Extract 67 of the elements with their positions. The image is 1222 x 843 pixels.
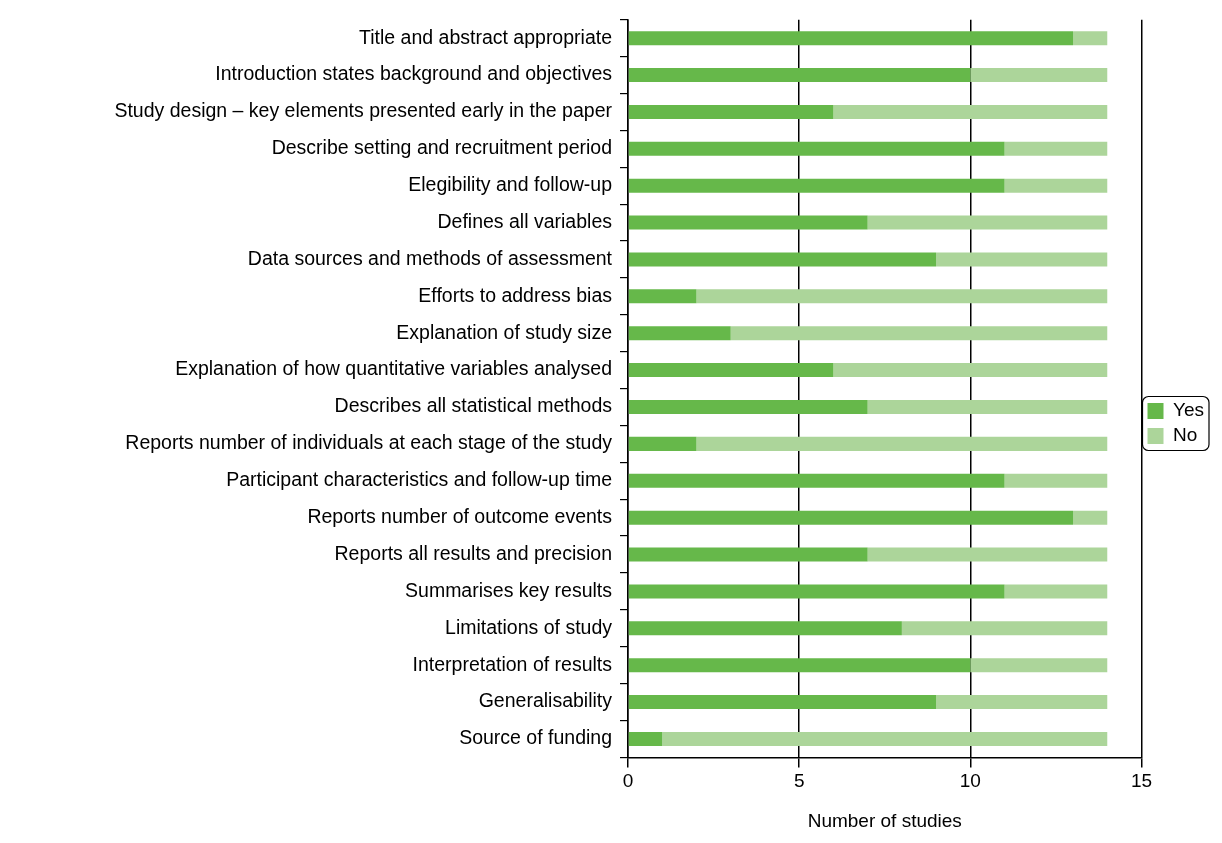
y-tick-label: Describe setting and recruitment period (271, 136, 612, 159)
y-tick-label: Participant characteristics and follow-up time (226, 468, 612, 491)
bar (696, 289, 1108, 304)
bar (1073, 31, 1108, 46)
x-tick-label: 10 (959, 770, 981, 792)
bar (628, 215, 868, 230)
y-tick-label: Interpretation of results (412, 652, 613, 675)
bar (628, 436, 697, 451)
bar (901, 621, 1108, 636)
bar (628, 68, 971, 83)
y-tick-label: Data sources and methods of assessment (247, 246, 613, 269)
y-tick-label: Reports number of individuals at each stage of the study (125, 431, 613, 454)
y-tick-label: Efforts to address bias (418, 283, 613, 306)
bar (628, 547, 868, 562)
y-tick-label: Summarises key results (405, 578, 613, 601)
bar (628, 658, 971, 673)
bar (628, 289, 697, 304)
bar (867, 215, 1108, 230)
bar (970, 658, 1108, 673)
bar (628, 510, 1074, 525)
bar (628, 399, 868, 414)
bar (628, 104, 834, 119)
legend-label: Yes (1173, 399, 1204, 421)
bar (867, 399, 1108, 414)
bar (730, 326, 1108, 341)
bar (662, 731, 1108, 746)
y-tick-label: Reports all results and precision (334, 541, 612, 564)
x-tick-label: 15 (1130, 770, 1153, 792)
y-tick-label: Study design – key elements presented early in the paper (114, 99, 613, 122)
y-tick-label: Explanation of study size (396, 320, 612, 343)
y-tick-label: Limitations of study (445, 615, 613, 638)
bar (628, 621, 902, 636)
bar (970, 68, 1108, 83)
bar (1004, 178, 1108, 193)
bar (696, 436, 1108, 451)
bar (1004, 473, 1108, 488)
x-tick-label: 0 (622, 770, 634, 792)
bar (628, 731, 663, 746)
y-tick-label: Generalisability (478, 689, 613, 712)
x-axis-title: Number of studies (807, 809, 962, 831)
bar (936, 695, 1108, 710)
y-tick-label: Defines all variables (437, 209, 613, 232)
y-tick-label: Explanation of how quantitative variables analysed (175, 357, 612, 380)
y-tick-label: Elegibility and follow-up (408, 173, 613, 196)
bar (1004, 141, 1108, 156)
bar (628, 178, 1005, 193)
bar (936, 252, 1108, 267)
bar (628, 695, 937, 710)
bar (833, 104, 1108, 119)
y-tick-label: Describes all statistical methods (334, 394, 613, 417)
bar (628, 363, 834, 378)
y-tick-label: Reports number of outcome events (307, 505, 613, 528)
bar (628, 252, 937, 267)
legend-label: No (1173, 424, 1198, 446)
bar (628, 473, 1005, 488)
bar (833, 363, 1108, 378)
bar (628, 584, 1005, 599)
bar (628, 31, 1074, 46)
y-tick-label: Introduction states background and objectives (215, 62, 613, 85)
x-tick-label: 5 (793, 770, 805, 792)
bar (1004, 584, 1108, 599)
y-tick-label: Title and abstract appropriate (359, 25, 612, 48)
y-tick-label: Source of funding (459, 726, 612, 749)
bar (628, 326, 731, 341)
bar (867, 547, 1108, 562)
bar (1073, 510, 1108, 525)
bar (628, 141, 1005, 156)
